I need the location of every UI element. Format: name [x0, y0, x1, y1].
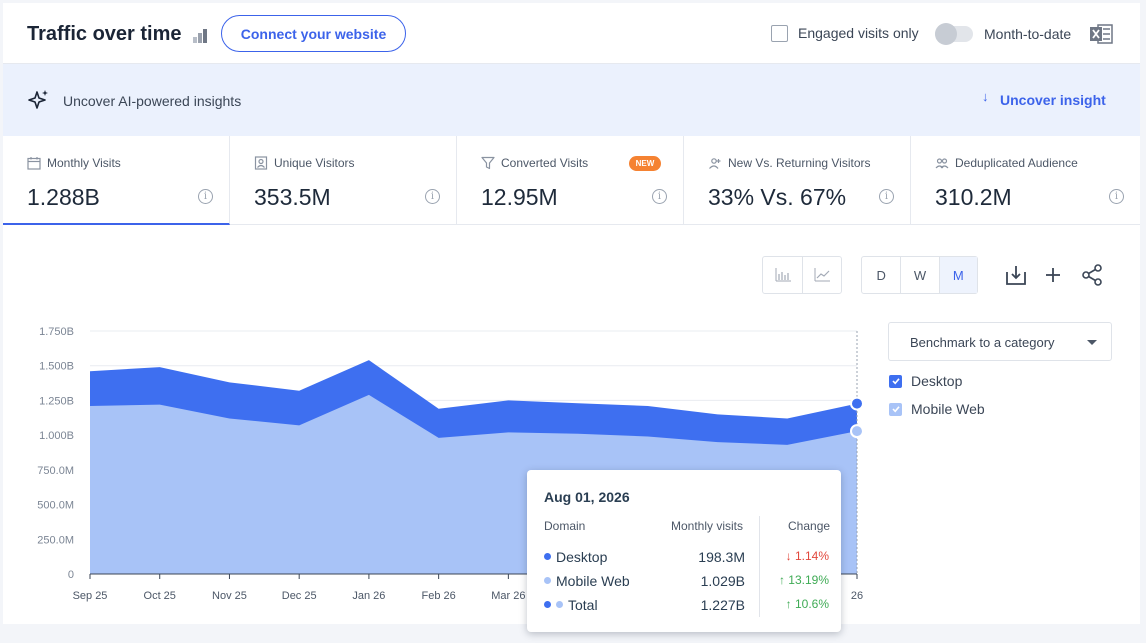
tooltip-header-domain: Domain	[544, 519, 586, 533]
rank-bars-icon	[193, 29, 207, 43]
tab-new-vs-returning[interactable]: New Vs. Returning Visitors 33% Vs. 67% i	[684, 136, 911, 224]
bar-chart-icon	[775, 268, 791, 282]
granularity-day-button[interactable]: D	[876, 267, 886, 283]
insight-text: Uncover AI-powered insights	[63, 93, 242, 109]
tab-value: 310.2M	[935, 184, 1012, 210]
legend-mobile-web[interactable]: Mobile Web	[889, 400, 985, 418]
tab-monthly-visits[interactable]: Monthly Visits 1.288B i	[3, 136, 230, 225]
tooltip-row-change: ↑ 13.19%	[779, 573, 829, 587]
mobile-dot-icon	[556, 601, 563, 608]
granularity-month-button[interactable]: M	[938, 257, 978, 293]
benchmark-label: Benchmark to a category	[910, 335, 1055, 350]
tab-label: Unique Visitors	[274, 156, 355, 170]
tooltip-row-value: 1.029B	[700, 573, 745, 589]
tab-label: Monthly Visits	[47, 156, 121, 170]
checkbox-checked-icon	[889, 374, 902, 388]
granularity-toggle: D W M	[861, 256, 978, 294]
tooltip-row-change: ↑ 10.6%	[786, 597, 829, 611]
person-icon	[254, 156, 268, 170]
funnel-icon	[481, 156, 495, 170]
excel-export-icon[interactable]	[1089, 23, 1113, 45]
chart-type-toggle	[762, 256, 842, 294]
month-to-date-toggle[interactable]	[935, 23, 973, 45]
legend-desktop[interactable]: Desktop	[889, 372, 962, 390]
checkbox-checked-icon	[889, 402, 902, 416]
uncover-insight-link[interactable]: Uncover insight	[980, 92, 1106, 108]
arrow-up-icon: ↑	[778, 573, 785, 587]
tooltip-row-name: Total	[568, 597, 598, 613]
benchmark-dropdown[interactable]: Benchmark to a category	[888, 322, 1112, 361]
change-value: 1.14%	[794, 549, 829, 563]
card-title: Traffic over time	[27, 23, 182, 45]
legend-label: Mobile Web	[911, 401, 985, 417]
uncover-insight-label: Uncover insight	[1000, 92, 1106, 108]
change-value: 13.19%	[788, 573, 829, 587]
chevron-down-icon	[1087, 340, 1097, 345]
new-badge: NEW	[629, 156, 661, 171]
user-plus-icon	[709, 158, 721, 169]
tab-value: 33% Vs. 67%	[708, 184, 847, 210]
arrow-down-icon: ↓	[982, 89, 989, 104]
tooltip-header-change: Change	[788, 519, 831, 533]
legend-label: Desktop	[911, 373, 963, 389]
card-header: Traffic over time Connect your website E…	[3, 3, 1140, 64]
granularity-week-button[interactable]: W	[900, 257, 938, 293]
tooltip-row-name: Desktop	[556, 549, 608, 565]
tab-unique-visitors[interactable]: Unique Visitors 353.5M i	[230, 136, 457, 224]
toggle-knob	[935, 23, 957, 45]
tab-label: Deduplicated Audience	[955, 156, 1078, 170]
tab-label: Converted Visits	[501, 156, 589, 170]
tooltip-row-value: 198.3M	[698, 549, 745, 565]
month-to-date-label: Month-to-date	[984, 26, 1072, 42]
sparkle-icon	[28, 90, 48, 109]
add-icon[interactable]	[1042, 264, 1064, 286]
engaged-visits-checkbox[interactable]	[771, 25, 788, 42]
tab-label: New Vs. Returning Visitors	[728, 156, 871, 170]
desktop-dot-icon	[544, 601, 551, 608]
line-chart-icon	[814, 268, 830, 282]
info-icon[interactable]: i	[1109, 189, 1124, 204]
chart-tooltip: Aug 01, 2026 Domain Monthly visits Chang…	[527, 470, 841, 632]
tooltip-row-value: 1.227B	[700, 597, 745, 613]
tooltip-row-change: ↓ 1.14%	[786, 549, 829, 563]
info-icon[interactable]: i	[425, 189, 440, 204]
info-icon[interactable]: i	[652, 189, 667, 204]
metric-tabs: Monthly Visits 1.288B i Unique Visitors …	[3, 136, 1140, 225]
tooltip-row-name: Mobile Web	[556, 573, 630, 589]
ai-insight-banner: Uncover AI-powered insights ↓ Uncover in…	[3, 64, 1140, 136]
people-icon	[935, 158, 949, 169]
tooltip-header-visits: Monthly visits	[671, 519, 744, 533]
mobile-dot-icon	[544, 577, 551, 584]
download-icon[interactable]	[1005, 264, 1027, 286]
bar-chart-button[interactable]	[763, 257, 802, 293]
tab-deduplicated-audience[interactable]: Deduplicated Audience 310.2M i	[911, 136, 1140, 224]
calendar-icon	[27, 157, 41, 170]
tab-converted-visits[interactable]: Converted Visits NEW 12.95M i	[457, 136, 684, 224]
info-icon[interactable]: i	[879, 189, 894, 204]
line-chart-button[interactable]	[802, 257, 841, 293]
tooltip-divider	[759, 516, 760, 617]
tooltip-date: Aug 01, 2026	[544, 489, 630, 505]
arrow-down-icon: ↓	[785, 549, 792, 563]
tab-value: 12.95M	[481, 184, 558, 210]
desktop-dot-icon	[544, 553, 551, 560]
engaged-visits-label: Engaged visits only	[798, 25, 919, 41]
tab-value: 353.5M	[254, 184, 331, 210]
tab-value: 1.288B	[27, 184, 100, 210]
arrow-up-icon: ↑	[785, 597, 792, 611]
change-value: 10.6%	[794, 597, 829, 611]
share-icon[interactable]	[1081, 264, 1103, 286]
info-icon[interactable]: i	[198, 189, 213, 204]
connect-website-button[interactable]: Connect your website	[221, 15, 406, 52]
